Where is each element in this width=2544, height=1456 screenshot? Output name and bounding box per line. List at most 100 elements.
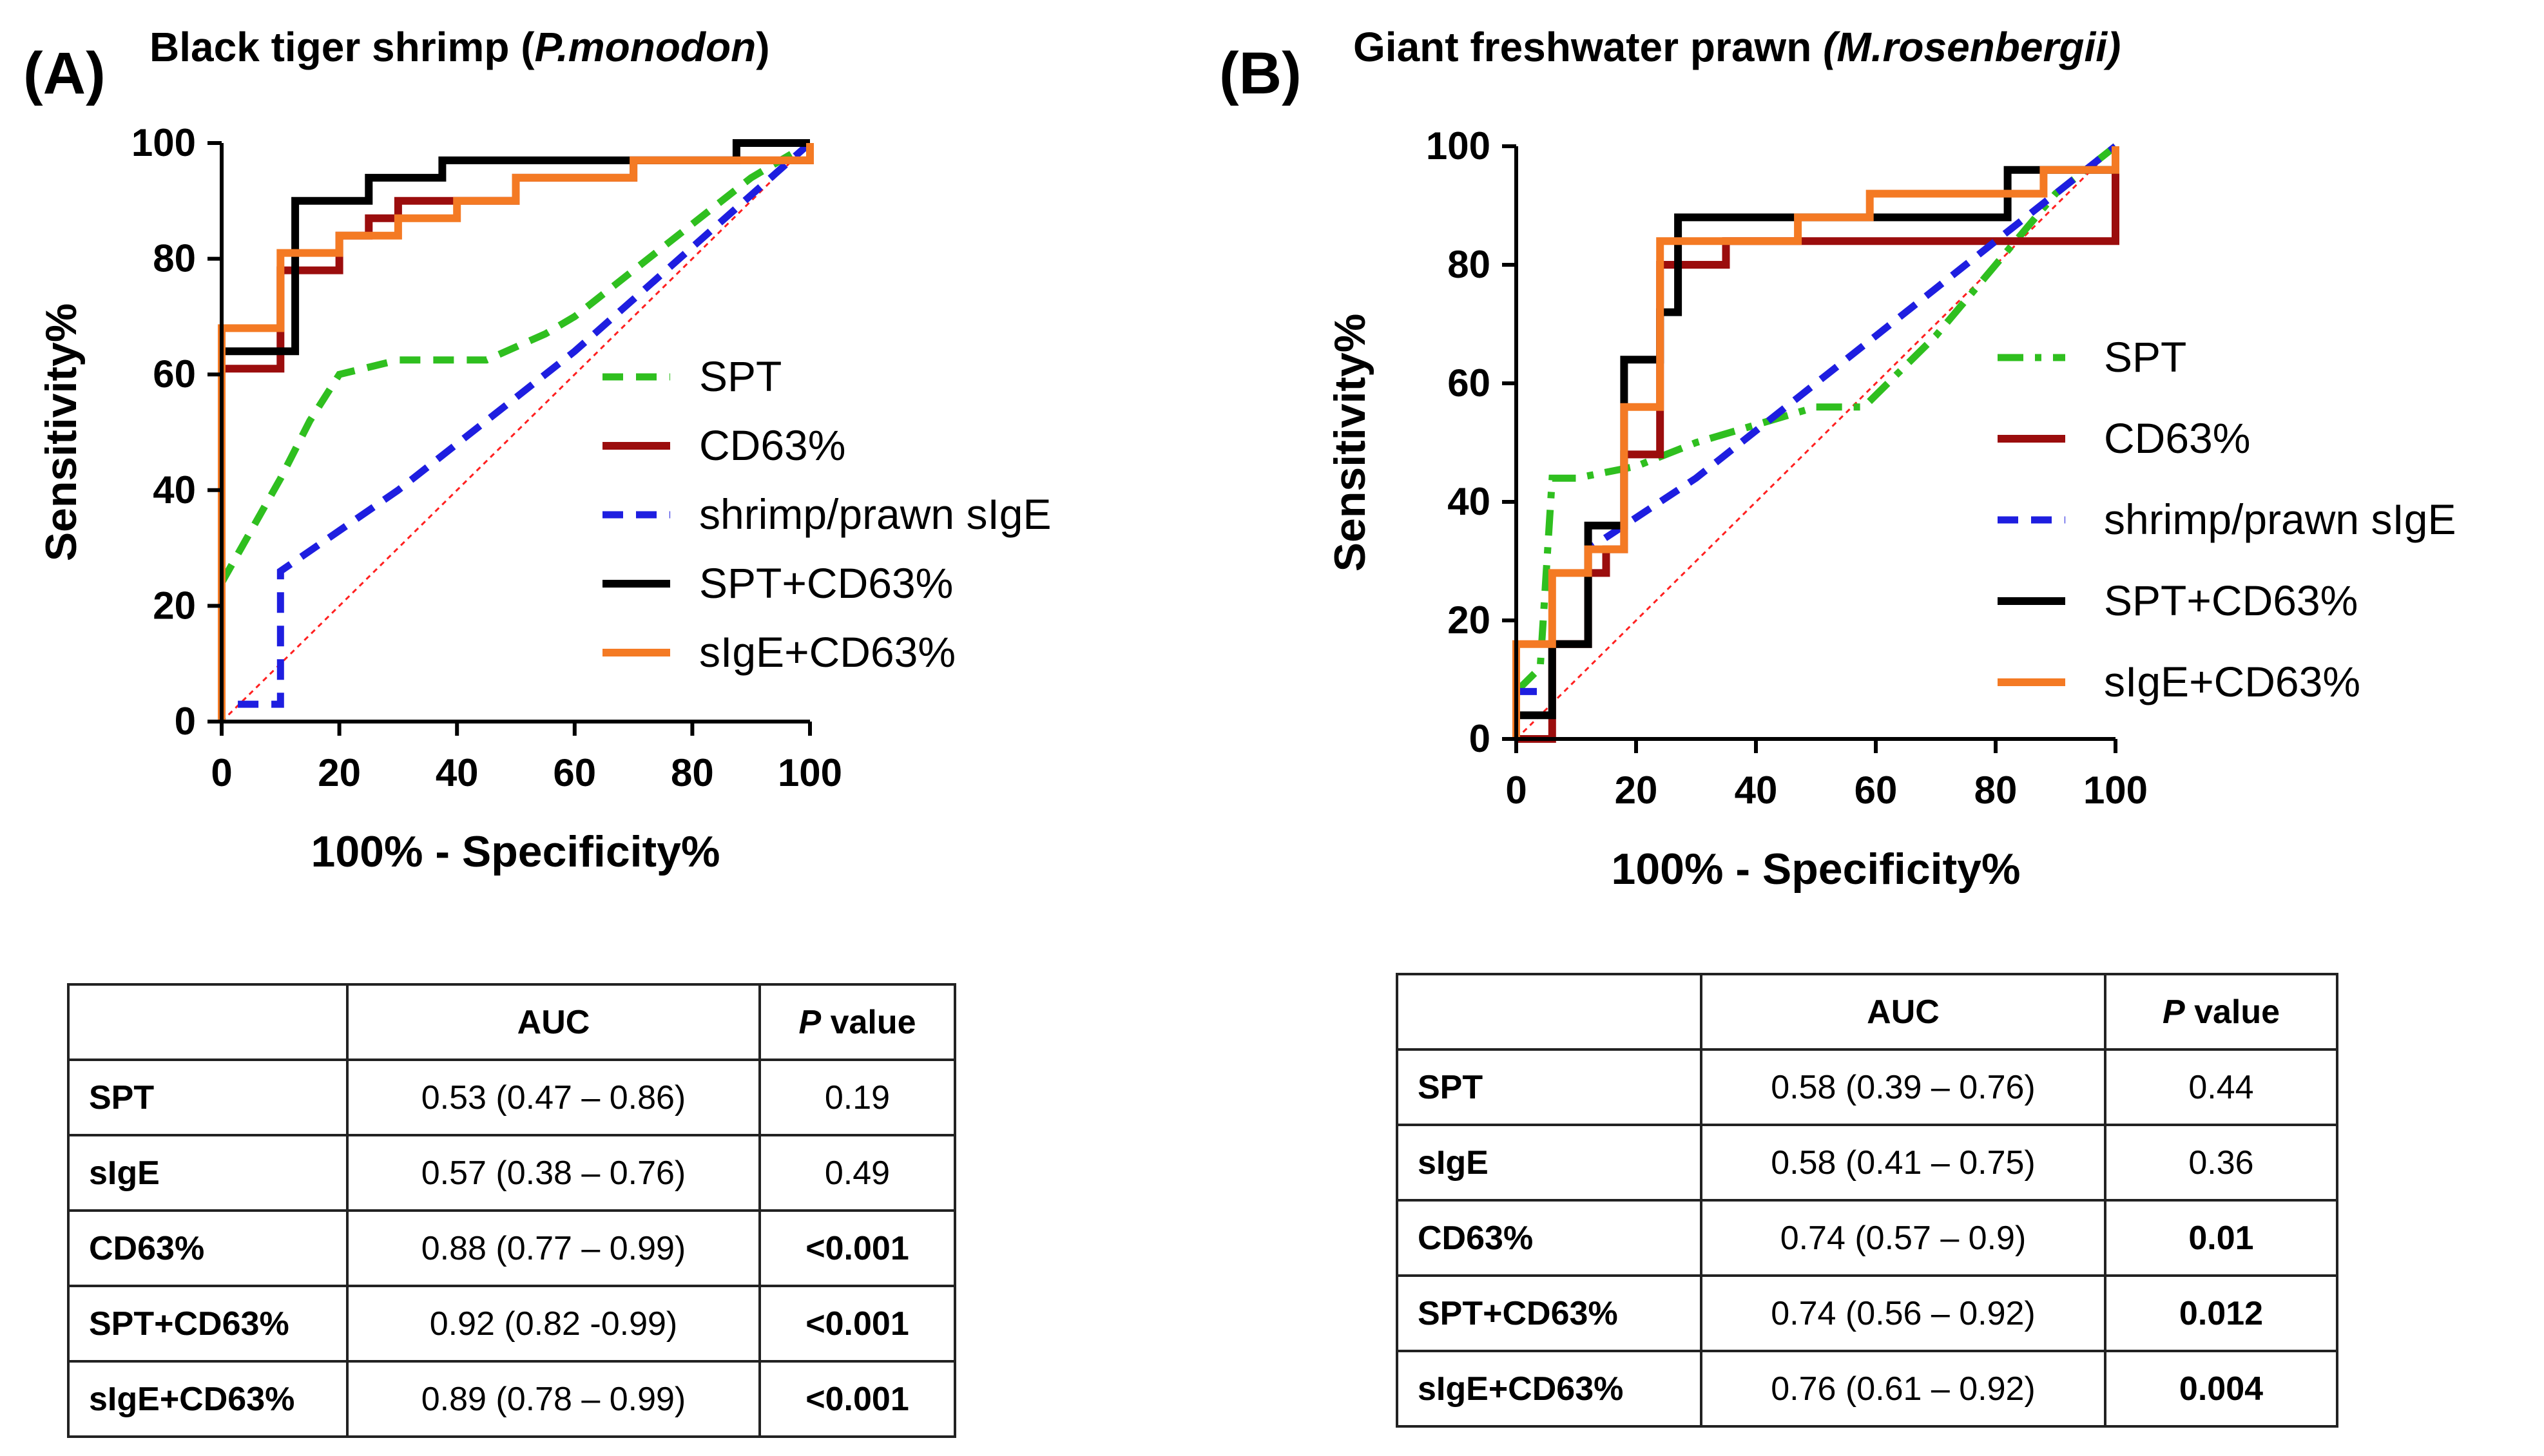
x-tick-label: 40 xyxy=(1735,769,1778,812)
series-line-shrimp-prawn-sige xyxy=(218,140,813,722)
p-value-cell: 0.19 xyxy=(758,1058,956,1136)
table-header-blank xyxy=(67,983,349,1061)
y-tick-label: 20 xyxy=(1447,599,1490,642)
legend-label-spt-cd63: SPT+CD63% xyxy=(2104,577,2358,624)
x-tick-label: 80 xyxy=(671,751,714,794)
table-header-row: AUC P value xyxy=(1396,973,2338,1051)
series-line-spt-cd63 xyxy=(218,139,810,722)
panel-b-label: (B) xyxy=(1219,41,1302,106)
x-tick-label: 0 xyxy=(211,751,232,794)
y-tick-label: 100 xyxy=(131,121,196,164)
row-label: SPT+CD63% xyxy=(67,1285,349,1363)
legend-label-cd63: CD63% xyxy=(699,421,845,469)
auc-cell: 0.58 (0.39 – 0.76) xyxy=(1700,1048,2106,1126)
p-value-cell: <0.001 xyxy=(758,1285,956,1363)
auc-cell: 0.74 (0.56 – 0.92) xyxy=(1700,1274,2106,1352)
table-header-p-value: P value xyxy=(2104,973,2338,1051)
row-label: SPT xyxy=(67,1058,349,1136)
table-row: sIgE 0.57 (0.38 – 0.76) 0.49 xyxy=(67,1134,956,1212)
table-row: SPT+CD63% 0.92 (0.82 -0.99) <0.001 xyxy=(67,1285,956,1363)
y-tick-label: 0 xyxy=(175,700,196,743)
auc-cell: 0.92 (0.82 -0.99) xyxy=(346,1285,761,1363)
series-line-spt xyxy=(218,140,812,585)
row-label: sIgE+CD63% xyxy=(67,1360,349,1438)
row-label: sIgE xyxy=(1396,1124,1702,1202)
auc-cell: 0.89 (0.78 – 0.99) xyxy=(346,1360,761,1438)
x-tick-label: 80 xyxy=(1974,769,2018,812)
auc-cell: 0.58 (0.41 – 0.75) xyxy=(1700,1124,2106,1202)
p-value-word: value xyxy=(830,1003,916,1041)
p-value-cell: 0.44 xyxy=(2104,1048,2338,1126)
table-header-row: AUC P value xyxy=(67,983,956,1061)
p-value-cell: <0.001 xyxy=(758,1360,956,1438)
row-label: CD63% xyxy=(67,1209,349,1287)
y-tick-label: 0 xyxy=(1469,717,1490,760)
p-italic: P xyxy=(798,1003,822,1041)
row-label: sIgE xyxy=(67,1134,349,1212)
table-row: sIgE+CD63% 0.76 (0.61 – 0.92) 0.004 xyxy=(1396,1350,2338,1428)
p-value-cell: 0.36 xyxy=(2104,1124,2338,1202)
legend-label-spt-cd63: SPT+CD63% xyxy=(699,559,953,607)
x-tick-label: 100 xyxy=(2083,769,2148,812)
legend: SPT CD63% shrimp/prawn sIgE SPT+CD63% sIgE+C… xyxy=(1998,333,2456,705)
x-tick-label: 20 xyxy=(1615,769,1658,812)
auc-cell: 0.88 (0.77 – 0.99) xyxy=(346,1209,761,1287)
p-italic: P xyxy=(2162,993,2185,1031)
table-row: SPT 0.58 (0.39 – 0.76) 0.44 xyxy=(1396,1048,2338,1126)
panel-b-title-plain: Giant freshwater prawn xyxy=(1353,24,1823,70)
legend-label-cd63: CD63% xyxy=(2104,414,2250,462)
x-axis-label: 100% - Specificity% xyxy=(311,827,720,876)
legend-label-sige-cd63: sIgE+CD63% xyxy=(2104,658,2360,705)
table-row: sIgE+CD63% 0.89 (0.78 – 0.99) <0.001 xyxy=(67,1360,956,1438)
p-value-cell: 0.49 xyxy=(758,1134,956,1212)
auc-cell: 0.74 (0.57 – 0.9) xyxy=(1700,1199,2106,1277)
panel-a-label: (A) xyxy=(23,41,106,106)
series-line-sige-cd63 xyxy=(1512,146,2119,739)
table-row: CD63% 0.74 (0.57 – 0.9) 0.01 xyxy=(1396,1199,2338,1277)
x-tick-label: 60 xyxy=(553,751,596,794)
y-tick-label: 20 xyxy=(153,584,196,627)
legend-label-shrimp-prawn-sige: shrimp/prawn sIgE xyxy=(2104,495,2456,543)
panel-b-title-italic: (M.rosenbergii) xyxy=(1823,24,2121,70)
x-tick-label: 100 xyxy=(778,751,842,794)
panel-a-title: Black tiger shrimp (P.monodon) xyxy=(149,24,770,70)
series-line-sige-cd63 xyxy=(218,143,814,722)
table-row: sIgE 0.58 (0.41 – 0.75) 0.36 xyxy=(1396,1124,2338,1202)
panel-a-heading: (A) Black tiger shrimp (P.monodon) xyxy=(23,24,770,106)
p-value-cell: 0.012 xyxy=(2104,1274,2338,1352)
table-row: SPT 0.53 (0.47 – 0.86) 0.19 xyxy=(67,1058,956,1136)
panel-b-heading: (B) Giant freshwater prawn (M.rosenbergi… xyxy=(1219,24,2121,106)
panel-a-title-plain: Black tiger shrimp ( xyxy=(149,24,535,70)
y-tick-label: 40 xyxy=(153,468,196,512)
series-line-shrimp-prawn-sige xyxy=(1516,143,2118,695)
auc-cell: 0.57 (0.38 – 0.76) xyxy=(346,1134,761,1212)
y-axis-label: Sensitivity% xyxy=(1325,314,1374,572)
legend-label-sige-cd63: sIgE+CD63% xyxy=(699,628,956,676)
y-axis-label: Sensitivity% xyxy=(37,303,86,562)
table-row: CD63% 0.88 (0.77 – 0.99) <0.001 xyxy=(67,1209,956,1287)
y-tick-label: 80 xyxy=(153,237,196,280)
x-tick-label: 60 xyxy=(1855,769,1898,812)
table-header-blank xyxy=(1396,973,1702,1051)
table-header-auc: AUC xyxy=(346,983,761,1061)
x-axis-label: 100% - Specificity% xyxy=(1612,845,2021,894)
row-label: CD63% xyxy=(1396,1199,1702,1277)
legend: SPT CD63% shrimp/prawn sIgE SPT+CD63% sIgE+C… xyxy=(602,352,1052,676)
legend-label-spt: SPT xyxy=(2104,333,2186,381)
y-tick-label: 60 xyxy=(1447,361,1490,405)
panel-b-title: Giant freshwater prawn (M.rosenbergii) xyxy=(1353,24,2121,70)
legend-label-spt: SPT xyxy=(699,352,782,400)
row-label: sIgE+CD63% xyxy=(1396,1350,1702,1428)
panel-a-title-italic: P.monodon xyxy=(535,24,756,70)
p-value-cell: 0.004 xyxy=(2104,1350,2338,1428)
legend-label-shrimp-prawn-sige: shrimp/prawn sIgE xyxy=(699,490,1052,538)
y-tick-label: 80 xyxy=(1447,243,1490,286)
table-row: SPT+CD63% 0.74 (0.56 – 0.92) 0.012 xyxy=(1396,1274,2338,1352)
roc-chart-b: 0 20 40 60 80 100 0 20 40 60 80 100 100% - Specifici… xyxy=(1325,124,2456,894)
x-tick-label: 0 xyxy=(1505,769,1527,812)
p-value-word: value xyxy=(2194,993,2280,1031)
panel-a-title-close: ) xyxy=(756,24,769,70)
roc-chart-a: 0 20 40 60 80 100 0 20 40 60 80 100 100% - Specifici… xyxy=(37,121,1052,876)
auc-cell: 0.53 (0.47 – 0.86) xyxy=(346,1058,761,1136)
